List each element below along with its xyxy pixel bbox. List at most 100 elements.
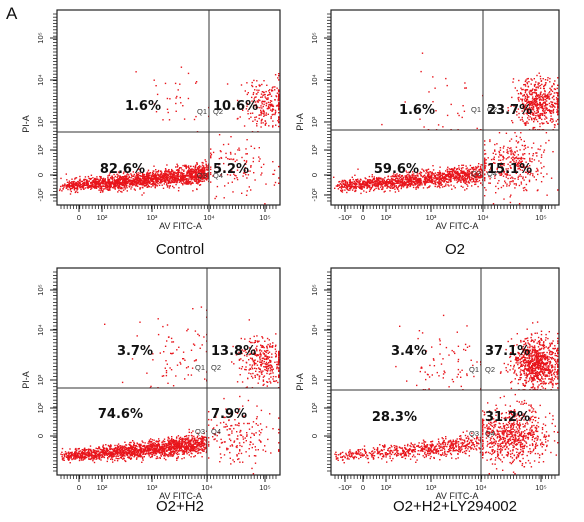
event-dot (506, 173, 508, 175)
event-dot (192, 165, 195, 168)
event-dot (456, 178, 459, 180)
event-dot (201, 448, 203, 450)
event-dot (107, 182, 109, 184)
event-dot (188, 183, 190, 185)
event-dot (155, 177, 157, 180)
event-dot (351, 186, 353, 189)
event-dot (557, 105, 559, 108)
event-dot (555, 92, 557, 94)
event-dot (474, 173, 476, 175)
event-dot (272, 105, 275, 108)
event-dot (377, 179, 380, 182)
event-dot (512, 121, 514, 124)
event-dot (147, 177, 150, 179)
event-dot (251, 112, 254, 114)
event-dot (377, 177, 379, 179)
event-dot (138, 174, 141, 177)
event-dot (159, 170, 162, 173)
event-dot (79, 180, 81, 182)
event-dot (500, 172, 503, 175)
event-dot (523, 145, 526, 147)
event-dot (274, 99, 276, 101)
event-dot (554, 80, 556, 82)
event-dot (552, 111, 555, 113)
event-dot (176, 175, 179, 178)
event-dot (367, 184, 369, 187)
event-dot (79, 178, 81, 180)
event-dot (411, 181, 413, 183)
event-dot (475, 183, 477, 185)
event-dot (174, 178, 176, 181)
event-dot (397, 180, 399, 183)
event-dot (197, 180, 199, 183)
event-dot (524, 147, 527, 149)
event-dot (87, 175, 90, 178)
event-dot (342, 180, 344, 182)
event-dot (400, 180, 402, 182)
event-dot (381, 180, 384, 182)
event-dot (176, 453, 179, 456)
event-dot (416, 182, 418, 184)
event-dot (142, 180, 144, 182)
event-dot (484, 178, 486, 180)
event-dot (501, 105, 503, 107)
event-dot (96, 180, 98, 183)
event-dot (171, 170, 173, 172)
x-tick-label: 10⁴ (203, 213, 215, 222)
event-dot (526, 166, 528, 168)
event-dot (544, 112, 546, 115)
event-dot (355, 189, 357, 191)
event-dot (537, 103, 539, 106)
event-dot (246, 153, 248, 155)
x-tick-label: 10⁵ (259, 213, 270, 222)
event-dot (119, 181, 121, 184)
event-dot (505, 168, 507, 170)
event-dot (412, 180, 414, 183)
event-dot (443, 173, 446, 175)
event-dot (233, 177, 236, 180)
event-dot (251, 96, 253, 99)
event-dot (476, 167, 478, 169)
event-dot (247, 174, 250, 176)
event-dot (525, 123, 527, 125)
event-dot (115, 184, 117, 186)
event-dot (85, 178, 87, 181)
event-dot (202, 167, 204, 169)
event-dot (537, 82, 539, 84)
event-dot (67, 184, 69, 186)
event-dot (468, 177, 471, 180)
event-dot (459, 179, 461, 181)
event-dot (126, 175, 128, 178)
event-dot (539, 84, 542, 87)
event-dot (200, 177, 202, 180)
event-dot (135, 71, 137, 73)
event-dot (414, 177, 416, 179)
event-dot (401, 178, 403, 180)
event-dot (453, 172, 456, 174)
event-dot (152, 184, 154, 186)
event-dot (138, 181, 140, 183)
event-dot (149, 181, 151, 183)
event-dot (458, 167, 460, 169)
event-dot (263, 163, 265, 166)
event-dot (184, 449, 187, 451)
event-dot (518, 162, 520, 164)
event-dot (385, 180, 388, 182)
event-dot (107, 176, 109, 179)
event-dot (164, 173, 167, 176)
event-dot (442, 172, 444, 174)
event-dot (519, 169, 521, 171)
event-dot (455, 176, 457, 179)
event-dot (242, 109, 244, 111)
event-dots (333, 52, 559, 205)
event-dot (168, 119, 171, 121)
event-dot (205, 436, 208, 439)
event-dot (472, 175, 474, 177)
event-dot (190, 178, 193, 181)
event-dot (144, 179, 146, 181)
event-dot (150, 186, 152, 188)
event-dot (557, 118, 559, 121)
event-dot (539, 101, 541, 104)
event-dot (440, 174, 442, 177)
event-dot (539, 117, 541, 119)
